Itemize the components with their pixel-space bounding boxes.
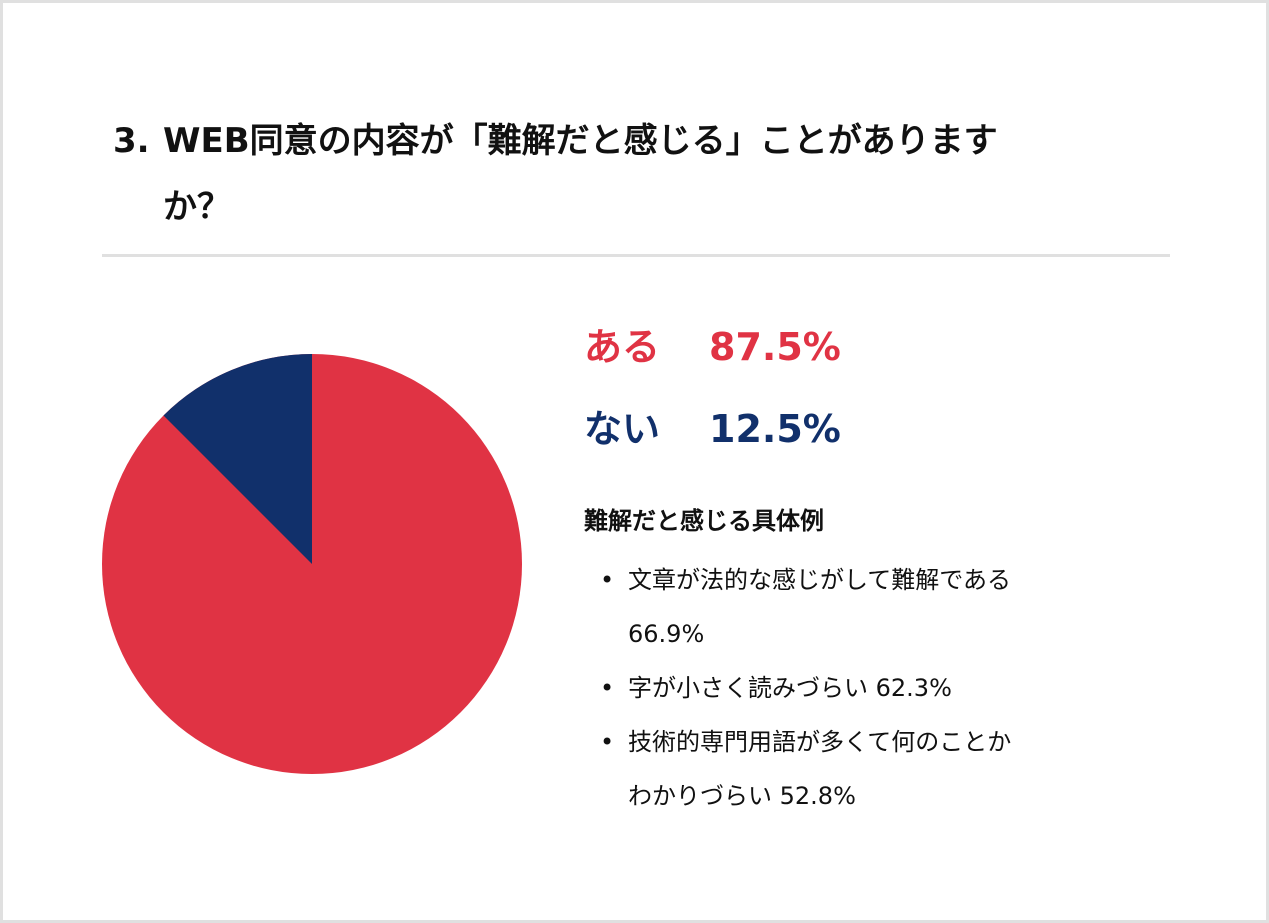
question-number: 3. bbox=[113, 121, 150, 161]
bullet-icon: • bbox=[600, 728, 615, 756]
list-item: • 文章が法的な感じがして難解である 66.9% bbox=[600, 553, 1120, 661]
divider bbox=[102, 254, 1170, 257]
result-yes-value: 87.5% bbox=[709, 325, 841, 369]
list-item-text: わかりづらい 52.8% bbox=[628, 782, 856, 810]
bullet-icon: • bbox=[600, 566, 615, 594]
details-title: 難解だと感じる具体例 bbox=[584, 507, 824, 535]
list-item: • 技術的専門用語が多くて何のことか わかりづらい 52.8% bbox=[600, 715, 1120, 823]
result-yes: ある 87.5% bbox=[584, 322, 841, 372]
list-item-text: 文章が法的な感じがして難解である bbox=[628, 566, 1012, 594]
pie-slice-no bbox=[163, 354, 312, 564]
list-item: • 字が小さく読みづらい 62.3% bbox=[600, 661, 1120, 715]
question-title: 3. WEB同意の内容が「難解だと感じる」ことがあります か？ bbox=[113, 108, 1113, 240]
question-text-line1: WEB同意の内容が「難解だと感じる」ことがあります bbox=[163, 121, 998, 161]
result-yes-label: ある bbox=[584, 325, 661, 369]
list-item-text: 字が小さく読みづらい 62.3% bbox=[628, 674, 952, 702]
result-no-label: ない bbox=[584, 407, 661, 451]
result-no-value: 12.5% bbox=[709, 407, 841, 451]
reasons-list: • 文章が法的な感じがして難解である 66.9% • 字が小さく読みづらい 62… bbox=[600, 553, 1120, 823]
bullet-icon: • bbox=[600, 674, 615, 702]
pie-chart bbox=[102, 354, 522, 774]
result-no: ない 12.5% bbox=[584, 404, 841, 454]
list-item-text: 技術的専門用語が多くて何のことか bbox=[628, 728, 1012, 756]
question-text-line2: か？ bbox=[163, 187, 231, 227]
list-item-text: 66.9% bbox=[628, 620, 705, 648]
